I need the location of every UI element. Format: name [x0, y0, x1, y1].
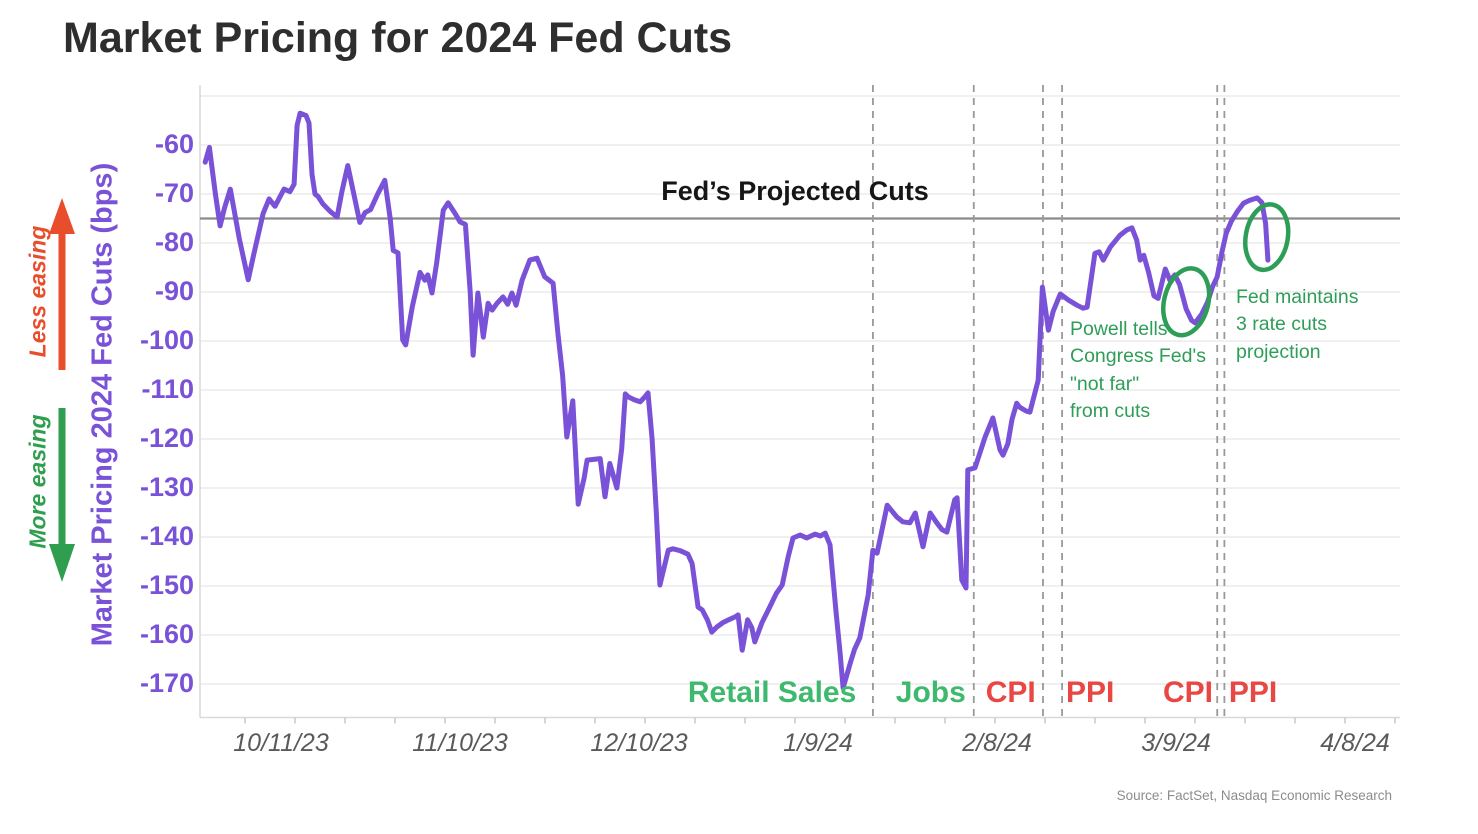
y-tick-label: -110	[141, 374, 194, 404]
less-easing-label: Less easing	[24, 225, 51, 358]
y-tick-label: -60	[154, 129, 194, 159]
more-easing-arrow-icon	[49, 408, 75, 582]
callout-ellipses	[1161, 202, 1291, 338]
event-label-retail-sales: Retail Sales	[687, 676, 857, 709]
fed-projected-cuts-label: Fed’s Projected Cuts	[661, 176, 929, 206]
y-tick-label: -120	[139, 423, 194, 453]
x-tick-label: 2/8/24	[962, 729, 1032, 757]
y-tick-label: -160	[139, 619, 194, 649]
less-easing-arrow-icon	[49, 198, 75, 370]
event-label-ppi: PPI	[1228, 676, 1278, 709]
event-label-cpi: CPI	[985, 676, 1036, 709]
y-tick-label: -100	[139, 325, 194, 355]
event-label-ppi: PPI	[1065, 676, 1115, 709]
fed-maintains-callout-text: Fed maintains 3 rate cuts projection	[1236, 286, 1359, 363]
event-label-jobs: Jobs	[895, 676, 966, 709]
event-label-cpi: CPI	[1162, 676, 1213, 709]
y-tick-label: -140	[139, 521, 194, 551]
callout-ellipse-2	[1243, 202, 1291, 273]
y-tick-label: -130	[139, 472, 194, 502]
event-dashed-lines	[872, 85, 1226, 718]
y-tick-label: -90	[154, 276, 194, 306]
y-tick-label: -150	[139, 570, 194, 600]
x-tick-label: 4/8/24	[1320, 729, 1390, 757]
x-tick-label: 1/9/24	[783, 729, 853, 757]
source-attribution: Source: FactSet, Nasdaq Economic Researc…	[1116, 788, 1392, 803]
x-tick-label: 10/11/23	[233, 729, 329, 757]
x-tick-label: 11/10/23	[412, 729, 508, 757]
page-title: Market Pricing for 2024 Fed Cuts	[63, 14, 733, 62]
callout-ellipse-1	[1161, 266, 1212, 338]
x-tick-label: 3/9/24	[1141, 729, 1211, 757]
axes	[199, 85, 1400, 724]
market-pricing-line	[202, 110, 1271, 691]
x-tick-label: 12/10/23	[590, 729, 688, 757]
y-tick-label: -80	[154, 227, 194, 257]
powell-callout-text: Powell tells Congress Fed's "not far" fr…	[1070, 318, 1206, 422]
y-tick-label: -70	[154, 178, 194, 208]
y-tick-label: -170	[139, 668, 194, 698]
gridlines	[200, 95, 1400, 685]
more-easing-label: More easing	[24, 414, 51, 549]
